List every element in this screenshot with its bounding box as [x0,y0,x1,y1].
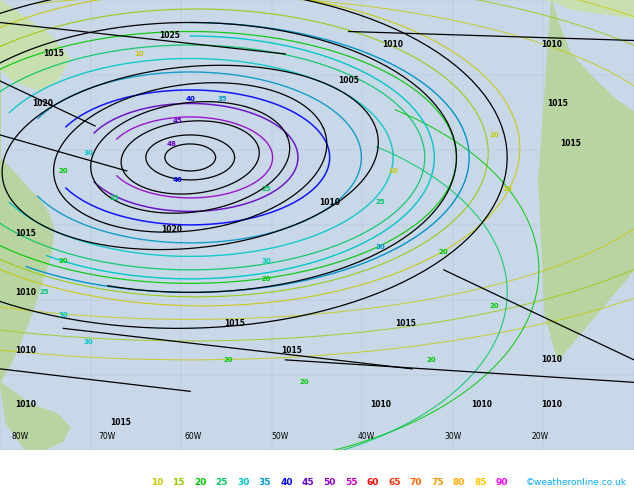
Text: 20: 20 [426,357,436,363]
Text: 75: 75 [431,478,444,487]
Text: 25: 25 [262,186,271,192]
Text: 85: 85 [474,478,487,487]
Text: 1010: 1010 [382,41,404,49]
Text: 10: 10 [134,51,145,57]
Text: 70W: 70W [98,452,115,461]
Text: 70: 70 [410,478,422,487]
Text: 48: 48 [166,141,176,147]
Text: 30W: 30W [444,432,462,441]
Text: 40: 40 [172,177,183,183]
Text: 60W: 60W [184,452,202,461]
Text: 20: 20 [58,168,68,174]
Text: 40W: 40W [358,452,375,461]
Text: 60W: 60W [184,432,202,441]
Text: 1015: 1015 [560,140,581,148]
Text: 40: 40 [185,96,195,102]
Text: 35: 35 [259,478,271,487]
Text: 70W: 70W [98,432,115,441]
Text: 80W: 80W [11,432,29,441]
Text: 35: 35 [217,96,227,102]
Text: 1020: 1020 [160,225,182,234]
Text: 25: 25 [110,195,119,201]
Text: 30: 30 [237,478,250,487]
Text: 1015: 1015 [396,319,416,328]
Text: 20: 20 [223,357,233,363]
Text: 40W: 40W [358,432,375,441]
Text: 30: 30 [84,339,94,345]
Text: 1010: 1010 [15,400,36,409]
Text: 1010: 1010 [471,400,493,409]
Text: Surface pressure [hPa] ECMWF: Surface pressure [hPa] ECMWF [1,452,140,461]
Text: Mo 06-05-2024 00:00 UTC (00+120): Mo 06-05-2024 00:00 UTC (00+120) [393,452,557,461]
Text: 80: 80 [453,478,465,487]
Text: 1015: 1015 [44,49,64,58]
Polygon shape [539,0,634,360]
Text: 1010: 1010 [15,288,36,297]
Text: 50W: 50W [271,432,289,441]
Text: 1015: 1015 [224,319,245,328]
Text: 20: 20 [439,249,449,255]
Text: 25: 25 [216,478,228,487]
Text: 30: 30 [58,312,68,318]
Polygon shape [552,216,577,239]
Polygon shape [545,0,634,18]
Text: 55: 55 [345,478,358,487]
Text: 1015: 1015 [110,418,131,427]
Text: 1010: 1010 [541,41,562,49]
Text: 30: 30 [84,150,94,156]
Text: 45: 45 [302,478,314,487]
Text: 50: 50 [323,478,336,487]
Text: 60: 60 [366,478,379,487]
Text: 10: 10 [489,132,500,138]
Polygon shape [0,0,54,382]
Text: 1005: 1005 [339,76,359,85]
Text: 25: 25 [40,290,49,295]
Text: 1010: 1010 [541,355,562,365]
Text: 20W: 20W [531,432,549,441]
Polygon shape [0,0,70,90]
Text: 65: 65 [388,478,401,487]
Text: 1010: 1010 [370,400,391,409]
Text: 40: 40 [280,478,293,487]
Text: 1010: 1010 [15,346,36,355]
Text: 20: 20 [489,303,500,309]
Text: 1010: 1010 [319,198,340,207]
Text: 20: 20 [194,478,207,487]
Text: 90: 90 [496,478,508,487]
Text: 10: 10 [388,168,398,174]
Text: 25: 25 [376,199,385,205]
Text: 10: 10 [502,186,512,192]
Text: 20: 20 [261,276,271,282]
Text: 30: 30 [261,258,271,264]
Text: 20: 20 [299,379,309,385]
Text: 80W: 80W [11,452,29,461]
Text: 1020: 1020 [32,99,54,108]
Text: ©weatheronline.co.uk: ©weatheronline.co.uk [526,478,626,487]
Text: 45: 45 [172,119,183,124]
Text: 20W: 20W [531,452,549,461]
Text: 30: 30 [375,245,385,250]
Text: 1010: 1010 [541,400,562,409]
Text: 1025: 1025 [160,31,180,41]
Text: 20: 20 [58,258,68,264]
Text: Isotachs 10m (km/h): Isotachs 10m (km/h) [1,478,94,487]
Text: 15: 15 [172,478,185,487]
Text: 1015: 1015 [15,229,36,239]
Text: 10: 10 [151,478,164,487]
Polygon shape [0,382,70,450]
Text: 1015: 1015 [281,346,302,355]
Text: 30W: 30W [444,452,462,461]
Text: 1015: 1015 [548,99,568,108]
Text: 50W: 50W [271,452,289,461]
